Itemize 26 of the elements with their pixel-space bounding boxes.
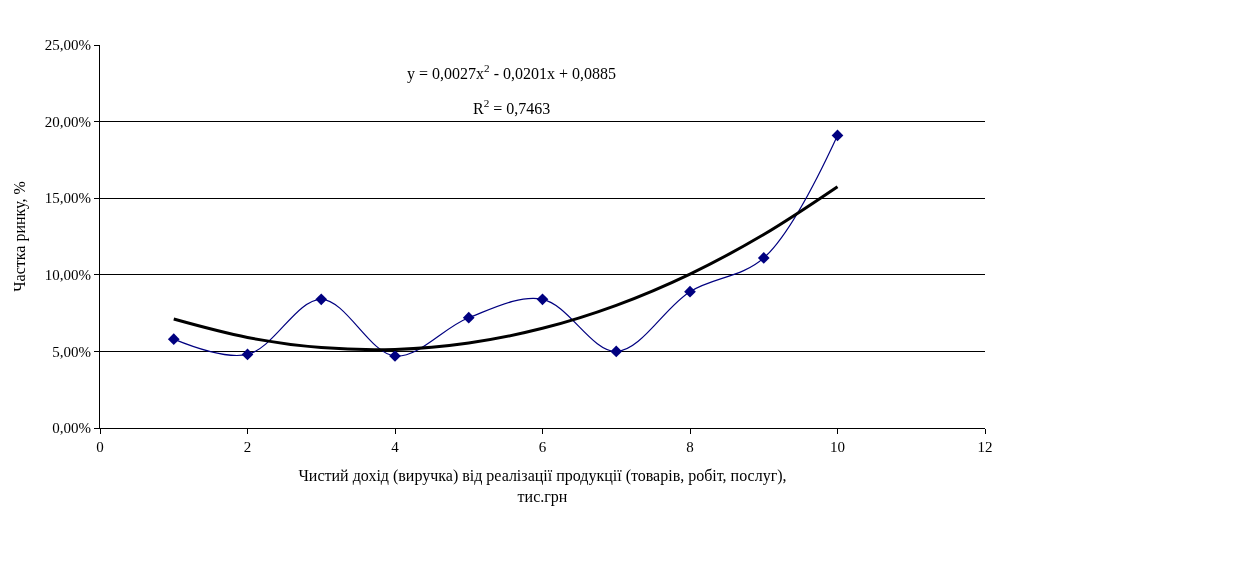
y-tick-label: 5,00% (52, 343, 91, 360)
annotation: R$^{2}$ = 0,7463 (473, 97, 551, 117)
x-tick-label: 4 (391, 439, 400, 455)
annotation: y = 0,0027x$^{2}$ - 0,0201x + 0,0885 (407, 62, 616, 83)
x-axis-title: Чистий дохід (виручка) від реалізації продукції (товарів, робіт, послуг), тис.грн (298, 466, 787, 506)
point (757, 252, 770, 264)
x-tick-label: 10 (830, 439, 845, 455)
point (831, 129, 844, 142)
x-tick-label: 6 (538, 439, 547, 455)
x-tick-label: 0 (96, 439, 104, 455)
point (167, 333, 180, 345)
y-tick-label: 0,00% (52, 420, 91, 437)
x-tick-label: 12 (977, 439, 993, 455)
x-tick-label: 8 (686, 439, 694, 455)
x-tick-label: 2 (243, 439, 252, 455)
point (241, 348, 254, 361)
point (315, 293, 328, 306)
point (684, 285, 696, 298)
y-tick-label: 10,00% (44, 267, 91, 284)
point (610, 345, 623, 358)
point (462, 311, 475, 324)
y-tick-label: 15,00% (44, 190, 91, 207)
y-axis-title: Частка ринку, % (10, 181, 29, 292)
y-tick-label: 25,00% (44, 37, 91, 54)
y-tick-label: 20,00% (44, 113, 91, 130)
point (536, 293, 549, 306)
